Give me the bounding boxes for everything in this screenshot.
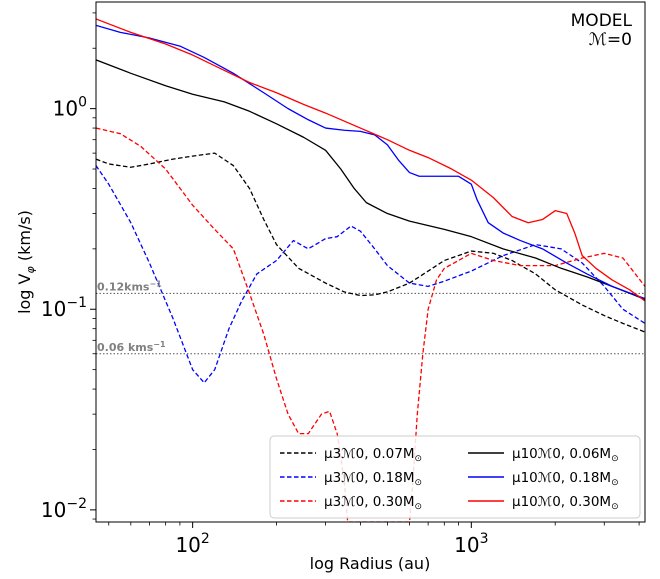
y-tick-label: 100 (53, 95, 87, 121)
x-tick-label: 103 (454, 531, 488, 557)
legend-entry: μ3ℳ0, 0.30M⊙ (324, 494, 422, 512)
legend-entry: μ10ℳ0, 0.18M⊙ (512, 470, 619, 488)
axis-ticks: 102 103 100 10−1 10−2 (41, 12, 640, 557)
x-axis-label: log Radius (au) (310, 554, 431, 573)
legend-entry: μ3ℳ0, 0.18M⊙ (324, 470, 422, 488)
y-tick-label: 10−2 (41, 496, 87, 522)
series-line (96, 18, 645, 302)
y-tick-label: 10−1 (41, 295, 87, 321)
series-line (96, 152, 645, 333)
legend-entry: μ3ℳ0, 0.07M⊙ (324, 446, 422, 464)
reference-line-label: 0.12kms−1 (97, 279, 162, 293)
model-label: MODEL (571, 11, 633, 31)
series-line (96, 24, 645, 300)
series-line (96, 59, 645, 300)
reference-line-label: 0.06 kms−1 (97, 340, 166, 354)
plot-frame (95, 1, 646, 523)
plot-area (96, 18, 645, 522)
mach-label: ℳ=0 (589, 30, 632, 50)
series-line (96, 127, 645, 522)
legend-box (269, 435, 641, 519)
y-axis-label-sub: φ (24, 266, 37, 274)
legend-entry: μ10ℳ0, 0.30M⊙ (512, 494, 619, 512)
legend-entry: μ10ℳ0, 0.06M⊙ (512, 446, 619, 464)
x-tick-label: 102 (175, 531, 209, 557)
y-axis-label: log Vφ (km/s) (15, 210, 37, 314)
legend: μ3ℳ0, 0.07M⊙ μ3ℳ0, 0.18M⊙ μ3ℳ0, 0.30M⊙ μ10ℳ… (269, 435, 641, 519)
series-line (96, 165, 645, 384)
